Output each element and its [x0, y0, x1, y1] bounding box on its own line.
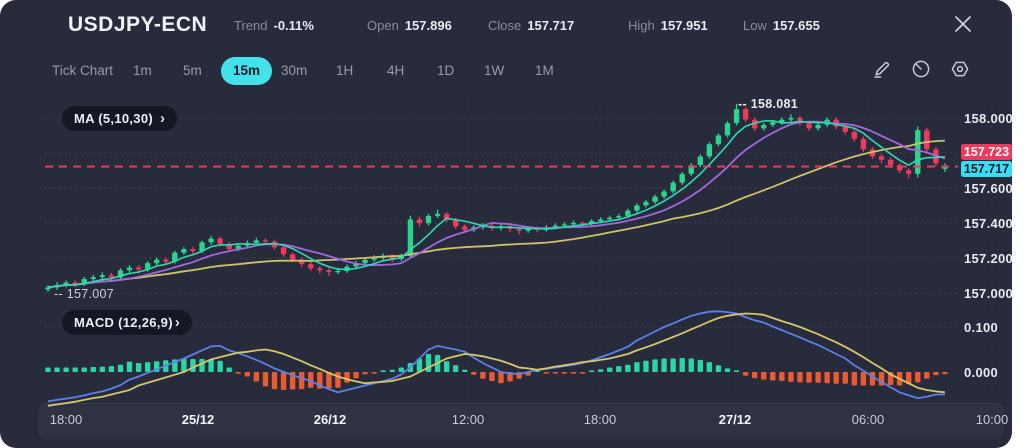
- ma-indicator-pill[interactable]: MA (5,10,30) ›: [62, 106, 178, 131]
- vertical-gridlines: [65, 100, 993, 400]
- stat-label: Close: [488, 18, 522, 33]
- stat-value: 157.655: [772, 18, 820, 33]
- symbol-title: USDJPY-ECN: [68, 13, 208, 36]
- stat-label: Open: [367, 18, 399, 33]
- candles: [45, 103, 948, 292]
- tab-1m[interactable]: 1m: [133, 63, 152, 78]
- time-tick: 26/12: [313, 412, 347, 427]
- time-tick: 27/12: [718, 412, 752, 427]
- price-tick: 157.000: [964, 286, 1012, 301]
- stat-value: -0.11%: [273, 18, 314, 33]
- peak-price-annotation: -- 158.081: [738, 96, 798, 111]
- tab-1h[interactable]: 1H: [336, 63, 354, 78]
- session-open-annotation: -- 157.007: [54, 287, 114, 301]
- macd-tick: 0.000: [964, 365, 999, 380]
- stat-close: Close 157.717: [488, 18, 574, 33]
- timeframe-tabs: Tick Chart 1m 5m 15m 30m 1H 4H 1D 1W 1M: [0, 57, 1012, 85]
- time-tick: 10:00: [975, 412, 1009, 427]
- macd-line: [47, 310, 945, 403]
- stat-value: 157.896: [404, 18, 452, 33]
- chart-tools: [872, 59, 970, 79]
- close-icon[interactable]: [954, 15, 972, 33]
- tab-tick-chart[interactable]: Tick Chart: [52, 63, 114, 78]
- stat-trend: Trend -0.11%: [234, 18, 314, 33]
- price-tick: 157.600: [964, 181, 1012, 196]
- tab-4h[interactable]: 4H: [387, 63, 405, 78]
- chevron-right-icon: ›: [159, 110, 166, 127]
- macd-indicator-label: MACD (12,26,9): [74, 315, 173, 330]
- time-axis-strip: [38, 403, 1004, 439]
- stat-label: Trend: [234, 18, 268, 33]
- bid-price-badge: 157.717: [961, 160, 1012, 178]
- price-tick: 157.400: [964, 216, 1012, 231]
- tab-5m[interactable]: 5m: [183, 63, 202, 78]
- macd-indicator-pill[interactable]: MACD (12,26,9) ›: [62, 310, 193, 335]
- tab-1m[interactable]: 1M: [535, 63, 554, 78]
- price-tick: 157.200: [964, 251, 1012, 266]
- stat-low: Low 157.655: [743, 18, 820, 33]
- stat-high: High 157.951: [628, 18, 708, 33]
- ma10-line: [47, 120, 946, 289]
- ma5-line: [47, 119, 945, 289]
- macd-histogram: [45, 354, 948, 390]
- tab-30m[interactable]: 30m: [281, 63, 308, 78]
- time-tick: 18:00: [49, 412, 83, 427]
- ma30-line: [47, 139, 945, 289]
- tab-1d[interactable]: 1D: [437, 63, 455, 78]
- ma-indicator-label: MA (5,10,30): [74, 111, 153, 126]
- time-tick: 06:00: [851, 412, 885, 427]
- settings-icon[interactable]: [950, 59, 970, 79]
- draw-icon[interactable]: [872, 59, 892, 79]
- stat-label: High: [628, 18, 655, 33]
- stat-label: Low: [743, 18, 767, 33]
- macd-tick: 0.100: [964, 320, 999, 335]
- price-tick: 158.000: [964, 111, 1012, 126]
- stat-value: 157.717: [527, 18, 575, 33]
- macd-signal-line: [47, 312, 945, 407]
- tab-15m[interactable]: 15m: [221, 57, 273, 85]
- time-tick: 25/12: [181, 412, 215, 427]
- horizontal-gridlines: [45, 117, 958, 328]
- ask-price-badge: 157.723: [961, 143, 1012, 161]
- chevron-right-icon: ›: [174, 314, 181, 331]
- time-tick: 18:00: [583, 412, 617, 427]
- stat-value: 157.951: [660, 18, 708, 33]
- time-tick: 12:00: [451, 412, 485, 427]
- timer-icon[interactable]: [911, 59, 931, 79]
- stat-open: Open 157.896: [367, 18, 452, 33]
- tab-1w[interactable]: 1W: [484, 63, 505, 78]
